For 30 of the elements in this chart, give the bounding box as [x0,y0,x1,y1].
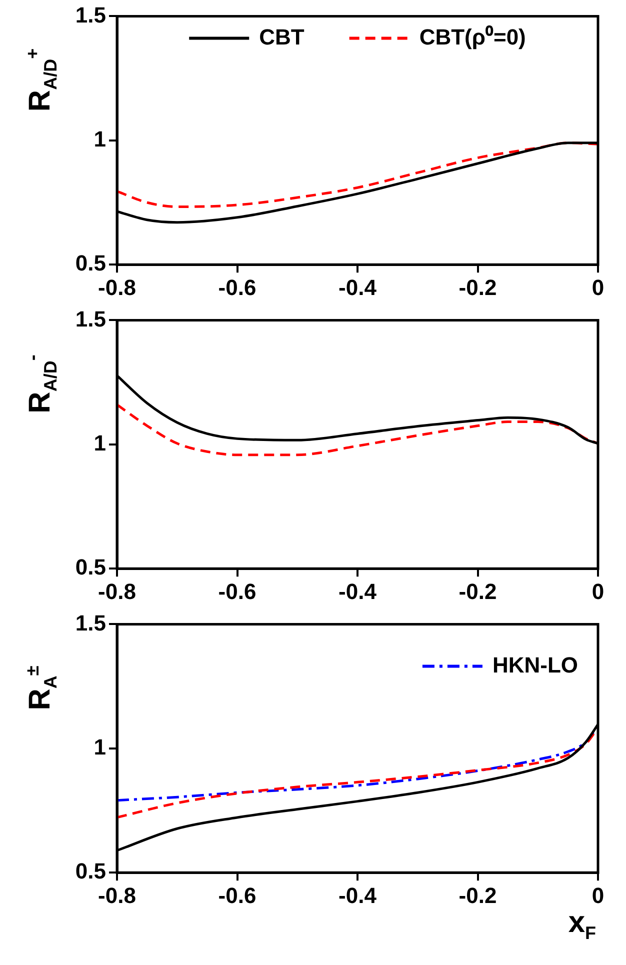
legend-label: CBT(ρ⁰=0) [419,24,526,50]
x-tick-label: -0.6 [218,578,256,604]
line-series [117,142,598,208]
legend-label: CBT [259,24,305,50]
x-tick-label: -0.4 [338,274,378,300]
x-tick-label: 0 [592,882,604,908]
y-tick-label: 0.5 [75,858,106,884]
x-tick-label: -0.4 [338,882,378,908]
x-tick-label: -0.8 [98,882,136,908]
x-tick-label: -0.2 [458,882,497,908]
x-tick-label: 0 [592,578,604,604]
line-series [117,403,598,456]
y-tick-label: 1 [94,734,106,760]
y-tick-label: 1.5 [75,610,106,636]
x-tick-label: -0.2 [458,578,497,604]
x-tick-label: -0.8 [98,274,136,300]
x-tick-label: 0 [592,274,604,300]
legend-label: HKN-LO [492,652,578,678]
x-tick-label: -0.2 [458,274,497,300]
y-tick-label: 0.5 [75,250,106,276]
y-tick-label: 1 [94,126,106,152]
x-tick-label: -0.6 [218,882,256,908]
y-tick-label: 0.5 [75,554,106,580]
x-tick-label: -0.6 [218,274,256,300]
x-tick-label: -0.4 [338,578,378,604]
y-tick-label: 1.5 [75,2,106,28]
y-tick-label: 1 [94,430,106,456]
x-axis-title: x$_{F}$ [568,906,596,944]
x-tick-label: -0.8 [98,578,136,604]
y-tick-label: 1.5 [75,306,106,332]
